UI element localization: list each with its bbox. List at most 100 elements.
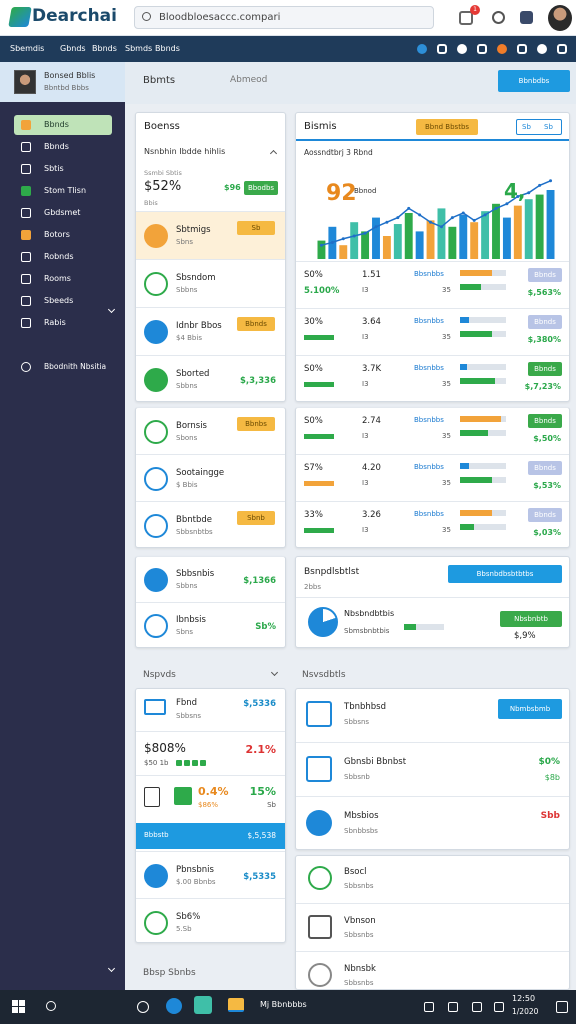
bar xyxy=(393,224,402,259)
topbar-button[interactable]: Bbnbdbs xyxy=(498,70,570,92)
app-icon[interactable] xyxy=(228,998,244,1012)
nav-link[interactable]: Bbnds xyxy=(92,44,117,53)
info-strip: Bbbstb $,5,538 xyxy=(136,823,285,849)
list-row: Bornsis Sbons Bbnbs xyxy=(136,407,285,454)
metric-badge[interactable]: Bbnds xyxy=(528,362,562,376)
rating-dot xyxy=(176,760,182,766)
notice-button[interactable]: Nbmbsbmb xyxy=(498,699,562,719)
menu-item[interactable]: Robnds xyxy=(14,247,112,267)
icon[interactable] xyxy=(517,44,527,54)
row-sub: Sbbsns xyxy=(344,718,370,726)
icon xyxy=(144,513,168,538)
sidebar: Bonsed Bblis Bbntbd Bbbs Bbnds Bbnds Sbtis St… xyxy=(0,62,125,990)
chart xyxy=(317,179,555,259)
chevron xyxy=(270,668,279,677)
notify-icon[interactable] xyxy=(556,1001,568,1013)
metric-badge[interactable]: Bbnds xyxy=(528,268,562,282)
metric-badge[interactable]: Bbnds xyxy=(528,414,562,428)
tab[interactable]: Sb xyxy=(544,123,553,131)
metric-value: 2.74 xyxy=(362,416,381,426)
metric-label: Bbsnbbs xyxy=(414,270,444,278)
search-icon[interactable] xyxy=(46,1001,56,1011)
row-badge[interactable]: Sb xyxy=(237,221,275,235)
nav-link[interactable]: Sbmds xyxy=(125,44,153,53)
icon[interactable] xyxy=(537,44,547,54)
menu-item[interactable]: Rooms xyxy=(14,269,112,289)
icon[interactable] xyxy=(477,44,487,54)
icon[interactable] xyxy=(497,44,507,54)
export-button[interactable]: Bbsnbdbsbtbtbs xyxy=(448,565,562,583)
menu-item[interactable]: Bbnds xyxy=(14,137,112,157)
icon xyxy=(144,368,168,392)
metric-note: I3 xyxy=(362,286,369,294)
metric-indicator xyxy=(304,434,334,439)
icon[interactable] xyxy=(457,44,467,54)
row-title: Sootaingge xyxy=(176,467,225,478)
icon[interactable] xyxy=(437,44,447,54)
menu-item[interactable]: Sbeeds xyxy=(14,291,112,311)
profile-name: Bonsed Bblis xyxy=(44,71,96,80)
metric-row: S7% 4.20 Bbsnbbs I3 35 Bbnds $,53% xyxy=(296,454,569,501)
taskbar-app[interactable]: Mj Bbnbbbs xyxy=(260,1000,307,1009)
menu-item[interactable]: Botors xyxy=(14,225,112,245)
menu-item[interactable]: Stom Tlisn xyxy=(14,181,112,201)
row-title: Gbnsbi Bbnbst xyxy=(344,757,407,767)
tab[interactable]: Sb xyxy=(522,123,531,131)
menu-icon xyxy=(21,120,31,130)
progress-fill xyxy=(460,378,495,384)
icon xyxy=(308,915,332,939)
metric-badge[interactable]: Bbnds xyxy=(528,461,562,475)
nav-link[interactable]: Sbemdis xyxy=(10,44,45,53)
icon[interactable] xyxy=(492,11,505,24)
menu-item[interactable]: Sbtis xyxy=(14,159,112,179)
app-icon[interactable] xyxy=(166,998,182,1014)
icon xyxy=(144,466,168,491)
metric-amount: $,380% xyxy=(527,335,561,344)
nav-link[interactable]: Gbnds xyxy=(60,44,86,53)
chart-button[interactable]: Bbnd Bbstbs xyxy=(416,119,478,135)
line-point xyxy=(330,240,334,244)
metric-badge[interactable]: Bbnds xyxy=(528,315,562,329)
menu-label: Sbeeds xyxy=(44,296,74,305)
stat-button[interactable]: Bbodbs xyxy=(244,181,278,195)
export-action[interactable]: Nbsbnbtb xyxy=(500,611,562,627)
icon[interactable] xyxy=(520,11,533,24)
header: Dearchai Bloodbloesaccc.compari 1 xyxy=(0,0,576,36)
metric-count: 35 xyxy=(442,432,451,440)
account-card: Sbbsnbis Sbbns $,1366 Ibnbsis Sbns Sb% xyxy=(135,556,286,648)
search-box[interactable]: Bloodbloesaccc.compari xyxy=(134,6,434,29)
row-badge[interactable]: Bbnds xyxy=(237,317,275,331)
line-point xyxy=(396,216,400,220)
icon[interactable] xyxy=(417,44,427,54)
progress-fill xyxy=(460,477,493,483)
metric-value: 3.26 xyxy=(362,510,381,520)
row-badge[interactable]: Sbnb xyxy=(237,510,275,525)
menu-item[interactable]: Gbdsmet xyxy=(14,203,112,223)
icon xyxy=(306,756,332,782)
icon[interactable] xyxy=(557,44,567,54)
metric-badge[interactable]: Bbnds xyxy=(528,508,562,522)
line-point xyxy=(527,191,531,195)
progress-track xyxy=(460,270,506,276)
row-value: Sbb xyxy=(540,811,560,821)
icon xyxy=(144,568,168,592)
notification-badge: 1 xyxy=(470,5,480,15)
export-item: Nbsbndbtbis xyxy=(344,609,395,618)
bell-icon[interactable] xyxy=(459,11,473,25)
row-badge[interactable]: Bbnbs xyxy=(237,416,275,431)
avatar[interactable] xyxy=(548,5,572,31)
nav-link[interactable]: Bbnds xyxy=(155,44,180,53)
menu-item[interactable]: Bbnds xyxy=(14,115,112,135)
filter[interactable]: Abmeod xyxy=(230,75,268,85)
line-point xyxy=(429,220,433,224)
menu-item[interactable]: Bbodnith Nbsitia xyxy=(14,359,119,375)
row-sub: Sbbsnb xyxy=(344,773,370,781)
bar xyxy=(535,194,544,259)
pair-a: 0.4% xyxy=(198,785,229,798)
line-point xyxy=(450,216,454,220)
taskview-icon[interactable] xyxy=(137,1001,149,1013)
app-icon[interactable] xyxy=(194,996,212,1014)
row-value: $0% xyxy=(538,757,560,767)
bar xyxy=(361,231,370,259)
menu-item[interactable]: Rabis xyxy=(14,313,112,333)
